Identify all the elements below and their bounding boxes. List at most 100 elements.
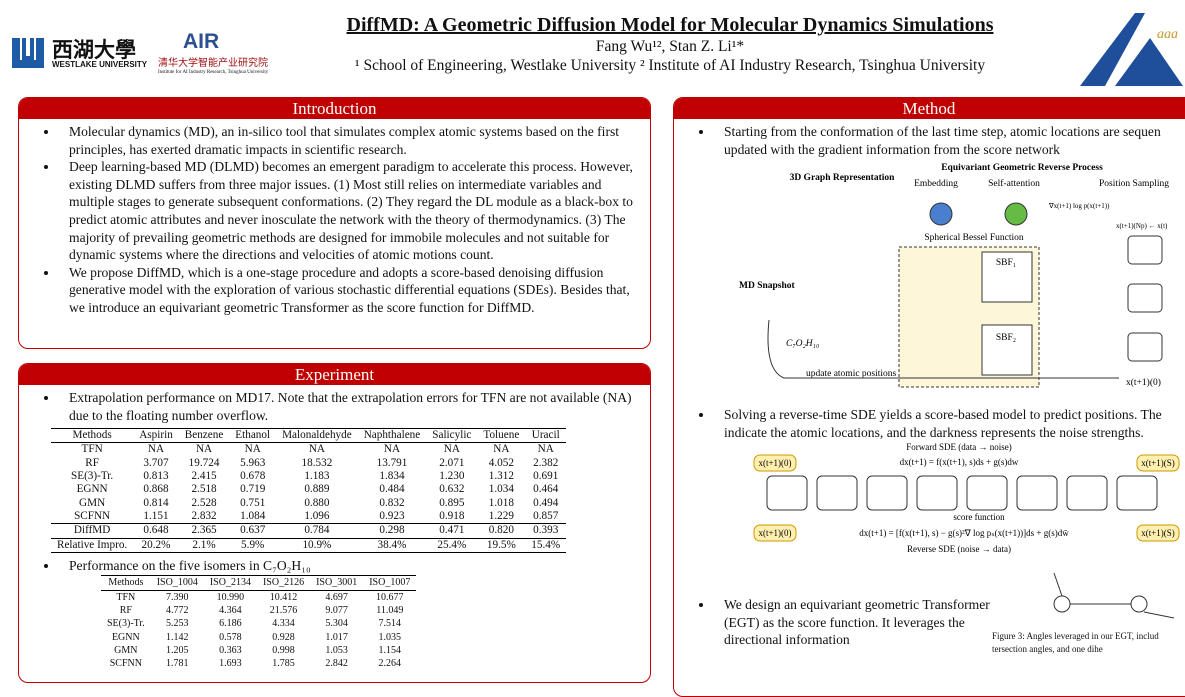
- cell: 1.693: [219, 658, 242, 670]
- cell: NA: [244, 443, 261, 456]
- cell: 1.034: [488, 483, 514, 496]
- logo-en: WESTLAKE UNIVERSITY: [52, 60, 148, 69]
- row: TFN 7.390 10.990 10.412 4.697 10.677: [101, 590, 416, 604]
- cell: 2.071: [439, 456, 465, 469]
- label: 3D Graph Representation: [790, 173, 896, 183]
- row: RF 3.707 19.724 5.963 18.532 13.791 2.071 4.052…: [51, 457, 566, 470]
- cell: 0.820: [488, 524, 514, 537]
- cell: 18.532: [301, 456, 333, 469]
- cell: 0.464: [533, 483, 559, 496]
- bullet: Molecular dynamics (MD), an in-silico to…: [59, 123, 640, 158]
- cell: 1.151: [143, 509, 169, 522]
- label: Spherical Bessel Function: [924, 233, 1023, 243]
- cell: 11.049: [376, 605, 404, 617]
- cell: 0.678: [240, 470, 266, 483]
- cell: 15.4%: [531, 538, 561, 551]
- method-panel: Method Starting from the conformation of…: [673, 97, 1185, 697]
- label: SBF₂: [996, 333, 1016, 343]
- bullet: We design an equivariant geometric Trans…: [714, 596, 994, 649]
- cell: 7.514: [378, 618, 402, 630]
- cell: 0.393: [533, 524, 559, 537]
- introduction-panel: Introduction Molecular dynamics (MD), an…: [18, 97, 651, 349]
- header-cell: Methods: [72, 429, 112, 442]
- intro-list: Molecular dynamics (MD), an in-silico to…: [19, 123, 650, 317]
- cell: RF: [85, 456, 99, 469]
- cell: 6.186: [219, 618, 242, 630]
- table-body: TFN NA NA NA NA NA NA NA NA RF 3.707 19.724 5.963 18.…: [51, 443, 567, 553]
- cell: 21.576: [269, 605, 298, 617]
- header-cell: ISO_1007: [369, 577, 411, 589]
- bullet: Deep learning-based MD (DLMD) becomes an…: [59, 158, 640, 264]
- cell: 0.484: [379, 483, 405, 496]
- cell: TFN: [81, 443, 103, 456]
- poster-title: DiffMD: A Geometric Diffusion Model for …: [346, 14, 994, 36]
- cell: 2.365: [191, 524, 217, 537]
- pipeline-diagram: 3D Graph Representation Equivariant Geom…: [739, 163, 1169, 388]
- label: Reverse SDE (noise → data): [907, 544, 1011, 554]
- row: EGNN 0.868 2.518 0.719 0.889 0.484 0.632 1.034 0…: [51, 483, 566, 496]
- cell: 1.035: [378, 631, 402, 643]
- exp-list: Extrapolation performance on MD17. Note …: [19, 389, 650, 424]
- cell: NA: [493, 443, 510, 456]
- header-cell: ISO_1004: [156, 577, 198, 589]
- poster: 西湖大學 WESTLAKE UNIVERSITY AIR 清华大学智能产业研究院…: [0, 0, 1185, 666]
- row: SE(3)-Tr. 0.813 2.415 0.678 1.183 1.834 1.230 1…: [51, 470, 566, 483]
- cell: 4.052: [488, 456, 514, 469]
- label: Equivariant Geometric Reverse Process: [941, 163, 1103, 173]
- affiliations: ¹ School of Engineering, Westlake Univer…: [354, 57, 986, 74]
- row: RF 4.772 4.364 21.576 9.077 11.049: [101, 604, 416, 617]
- row: SE(3)-Tr. 5.253 6.186 4.334 5.304 7.514: [101, 617, 416, 630]
- cell: 10.412: [269, 591, 298, 603]
- cell: 2.528: [191, 496, 217, 509]
- header: DiffMD: A Geometric Diffusion Model for …: [280, 14, 1060, 75]
- cell: SE(3)-Tr.: [71, 470, 114, 483]
- sde-diagram: Forward SDE (data → noise) dx(t+1) = f(x…: [753, 442, 1180, 554]
- cell: 0.889: [304, 483, 330, 496]
- label: x(t+1)(Np) ← x(t): [1116, 222, 1168, 230]
- air-logo: AIR 清华大学智能产业研究院 Institute for AI Industr…: [158, 30, 283, 80]
- cell: 4.364: [219, 605, 242, 617]
- cell: 13.791: [376, 456, 408, 469]
- label: x(t+1)(S): [1141, 458, 1175, 468]
- cell: 0.918: [439, 509, 465, 522]
- cell: SCFNN: [109, 658, 142, 670]
- header-cell: Uracil: [531, 429, 560, 442]
- cell: NA: [147, 443, 165, 456]
- header-cell: Naphthalene: [363, 429, 421, 442]
- header-cell: Aspirin: [139, 429, 173, 442]
- label: ∇x(t+1) log p(x(t+1)): [1048, 202, 1110, 210]
- row: Relative Impro. 20.2% 2.1% 5.9% 10.9% 38.4% 25…: [51, 538, 567, 553]
- table1: Methods Aspirin Benzene Ethanol Malonaldehyd…: [51, 428, 567, 553]
- cell: 0.784: [304, 524, 330, 537]
- label: x(t+1)(S): [1141, 528, 1175, 538]
- cell: NA: [443, 443, 460, 456]
- corner-text: aaa: [1157, 27, 1178, 42]
- cell: 25.4%: [437, 538, 467, 551]
- cell: 1.834: [379, 470, 405, 483]
- cell: 4.697: [325, 591, 348, 603]
- bullet: Solving a reverse-time SDE yields a scor…: [714, 406, 1178, 441]
- cell: DiffMD: [73, 524, 111, 537]
- cell: SE(3)-Tr.: [107, 618, 145, 630]
- cell: 1.142: [166, 631, 189, 643]
- header-cell: Ethanol: [235, 429, 271, 442]
- header-cell: Methods: [108, 577, 144, 589]
- cell: 1.205: [166, 644, 189, 656]
- label: x(t+1)(0): [1126, 377, 1161, 388]
- row: SCFNN 1.151 2.832 1.084 1.096 0.923 0.918 1.229…: [51, 510, 566, 524]
- cell: 19.724: [188, 456, 220, 469]
- air-text: AIR: [183, 30, 220, 53]
- cell: TFN: [116, 591, 136, 603]
- cell: 38.4%: [377, 538, 407, 551]
- cell: 1.781: [166, 658, 189, 670]
- cell: 1.785: [272, 658, 295, 670]
- label: dx(t+1) = [f(x(t+1), s) − g(s)²∇ log pₛ(…: [859, 528, 1069, 538]
- row: GMN 1.205 0.363 0.998 1.053 1.154: [101, 644, 416, 657]
- method-list: We design an equivariant geometric Trans…: [674, 596, 994, 649]
- cell: 1.096: [304, 509, 330, 522]
- cell: 2.842: [325, 658, 348, 670]
- cell: EGNN: [76, 483, 108, 496]
- cell: 1.084: [240, 509, 266, 522]
- label: x(t+1)(0): [758, 458, 791, 468]
- cell: 0.298: [379, 524, 405, 537]
